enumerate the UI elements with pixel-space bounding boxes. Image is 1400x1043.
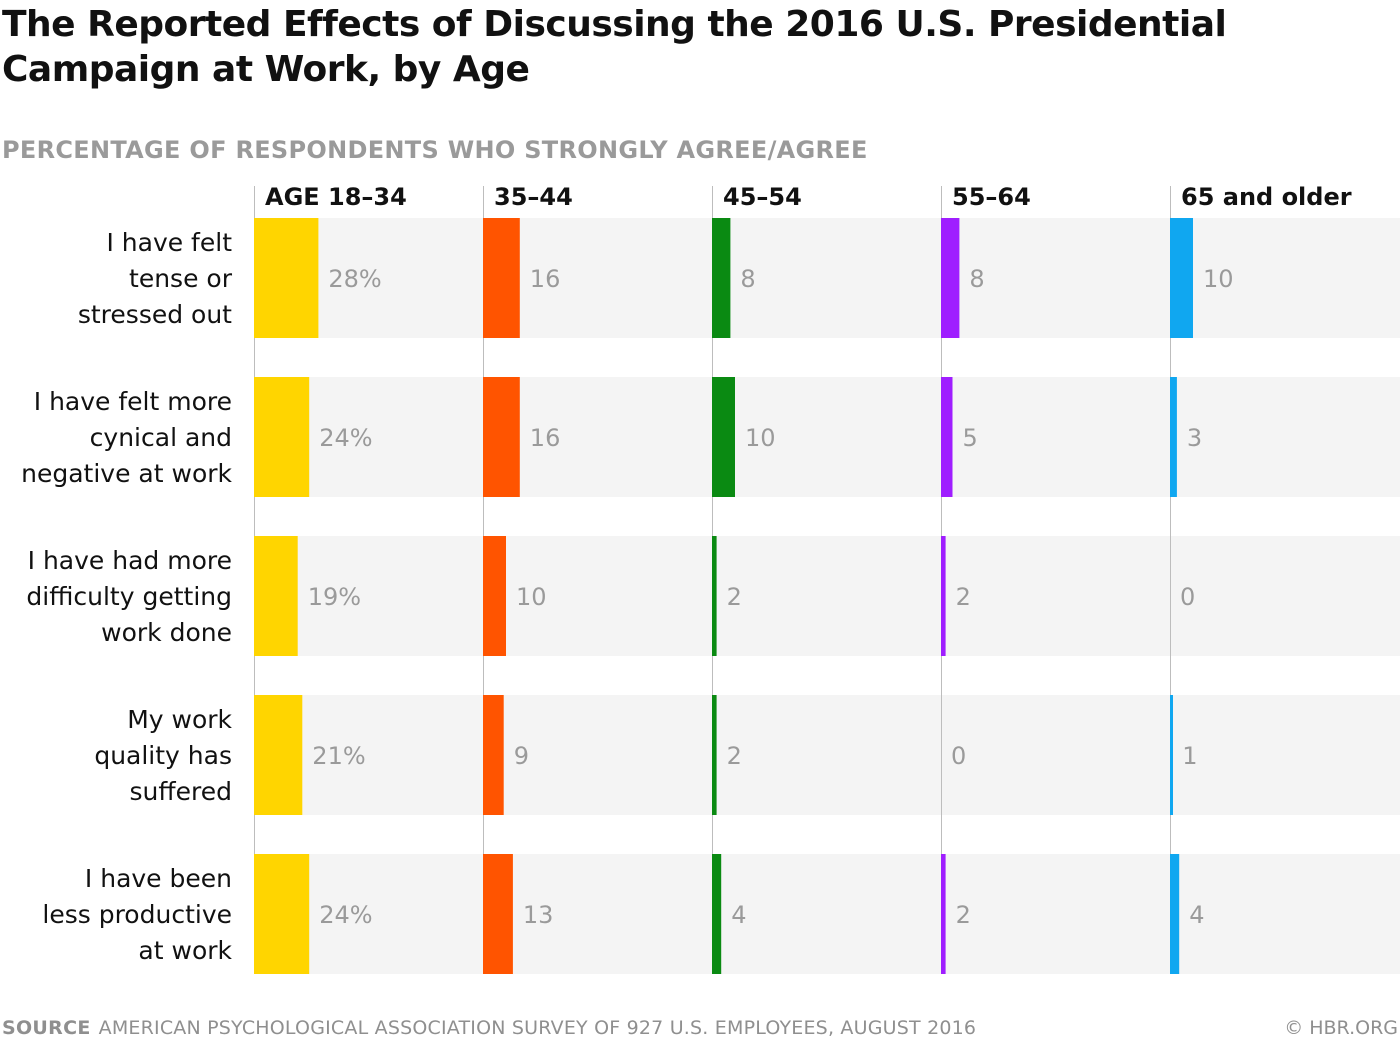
value-label-65-and-older-row-2: 3 [1187, 424, 1202, 452]
column-header-45-54: 45–54 [723, 183, 802, 211]
bar-65-and-older-row-1 [1170, 218, 1193, 338]
row-label-line: suffered [130, 777, 232, 806]
row-label: My work quality has suffered [94, 705, 232, 806]
column-header-55-64: 55–64 [952, 183, 1031, 211]
chart-footer: SOURCE AMERICAN PSYCHOLOGICAL ASSOCIATION… [2, 1015, 1398, 1041]
row-label-line: I have been [85, 864, 232, 893]
value-label-65-and-older-row-5: 4 [1189, 901, 1204, 929]
value-label-55-64-row-3: 2 [956, 583, 971, 611]
row-background [254, 377, 1400, 497]
value-label-65-and-older-row-4: 1 [1182, 742, 1197, 770]
row-background [254, 854, 1400, 974]
row-label-line: I have felt [106, 228, 232, 257]
value-label-45-54-row-5: 4 [731, 901, 746, 929]
bar-55-64-row-1 [941, 218, 960, 338]
bar-55-64-row-3 [941, 536, 946, 656]
row-background [254, 536, 1400, 656]
value-label-age-18-34-row-4: 21% [312, 742, 365, 770]
value-label-45-54-row-1: 8 [740, 265, 755, 293]
value-label-35-44-row-5: 13 [523, 901, 554, 929]
bar-65-and-older-row-5 [1170, 854, 1180, 974]
column-header-35-44: 35–44 [494, 183, 573, 211]
bar-35-44-row-3 [483, 536, 506, 656]
row-label-line: stressed out [78, 300, 232, 329]
row-label: I have felt tense or stressed out [78, 228, 233, 329]
value-label-55-64-row-5: 2 [956, 901, 971, 929]
row-label: I have had more difficulty getting work do… [26, 546, 232, 647]
value-label-65-and-older-row-3: 0 [1180, 583, 1195, 611]
bar-65-and-older-row-2 [1170, 377, 1177, 497]
source-label: SOURCE [2, 1017, 91, 1039]
bar-45-54-row-1 [712, 218, 731, 338]
bar-age-18-34-row-1 [254, 218, 319, 338]
value-label-age-18-34-row-1: 28% [328, 265, 381, 293]
bar-65-and-older-row-4 [1170, 695, 1173, 815]
row-background [254, 695, 1400, 815]
value-label-65-and-older-row-1: 10 [1203, 265, 1234, 293]
row-label-line: cynical and [90, 423, 232, 452]
bar-55-64-row-2 [941, 377, 953, 497]
row-label-line: I have had more [28, 546, 232, 575]
bar-age-18-34-row-2 [254, 377, 310, 497]
value-label-55-64-row-4: 0 [951, 742, 966, 770]
row-label: I have been less productive at work [42, 864, 232, 965]
bar-45-54-row-5 [712, 854, 722, 974]
bar-45-54-row-3 [712, 536, 717, 656]
row-label-line: negative at work [21, 459, 232, 488]
value-label-55-64-row-2: 5 [963, 424, 978, 452]
row-label: I have felt more cynical and negative at w… [21, 387, 232, 488]
bar-age-18-34-row-4 [254, 695, 303, 815]
value-label-age-18-34-row-5: 24% [319, 901, 372, 929]
row-label-line: My work [127, 705, 232, 734]
column-header-age-18-34: AGE 18–34 [265, 183, 407, 211]
row-label-line: at work [138, 936, 232, 965]
small-multiples-bar-chart: AGE 18–34 35–44 45–54 55–64 65 and older I ha… [21, 183, 1400, 974]
bar-age-18-34-row-5 [254, 854, 310, 974]
value-label-55-64-row-1: 8 [969, 265, 984, 293]
bar-age-18-34-row-3 [254, 536, 298, 656]
row-label-line: I have felt more [34, 387, 232, 416]
value-label-35-44-row-3: 10 [516, 583, 547, 611]
value-label-age-18-34-row-3: 19% [308, 583, 361, 611]
value-label-35-44-row-4: 9 [514, 742, 529, 770]
value-label-45-54-row-2: 10 [745, 424, 776, 452]
chart-subtitle: PERCENTAGE OF RESPONDENTS WHO STRONGLY A… [2, 136, 868, 164]
row-label-line: less productive [42, 900, 232, 929]
bar-35-44-row-2 [483, 377, 520, 497]
row-label-line: work done [101, 618, 232, 647]
value-label-45-54-row-4: 2 [727, 742, 742, 770]
bar-55-64-row-5 [941, 854, 946, 974]
value-label-35-44-row-1: 16 [530, 265, 561, 293]
column-header-65-and-older: 65 and older [1181, 183, 1352, 211]
value-label-45-54-row-3: 2 [727, 583, 742, 611]
chart-title: The Reported Effects of Discussing the 2… [2, 4, 1227, 90]
bar-35-44-row-5 [483, 854, 513, 974]
bar-45-54-row-4 [712, 695, 717, 815]
bar-35-44-row-4 [483, 695, 504, 815]
row-label-line: difficulty getting [26, 582, 232, 611]
row-background [254, 218, 1400, 338]
bar-45-54-row-2 [712, 377, 735, 497]
value-label-35-44-row-2: 16 [530, 424, 561, 452]
row-label-line: quality has [94, 741, 232, 770]
source-text: AMERICAN PSYCHOLOGICAL ASSOCIATION SURVE… [98, 1017, 977, 1039]
bar-35-44-row-1 [483, 218, 520, 338]
copyright-credit: © HBR.ORG [1284, 1017, 1398, 1039]
value-label-age-18-34-row-2: 24% [319, 424, 372, 452]
row-label-line: tense or [129, 264, 233, 293]
